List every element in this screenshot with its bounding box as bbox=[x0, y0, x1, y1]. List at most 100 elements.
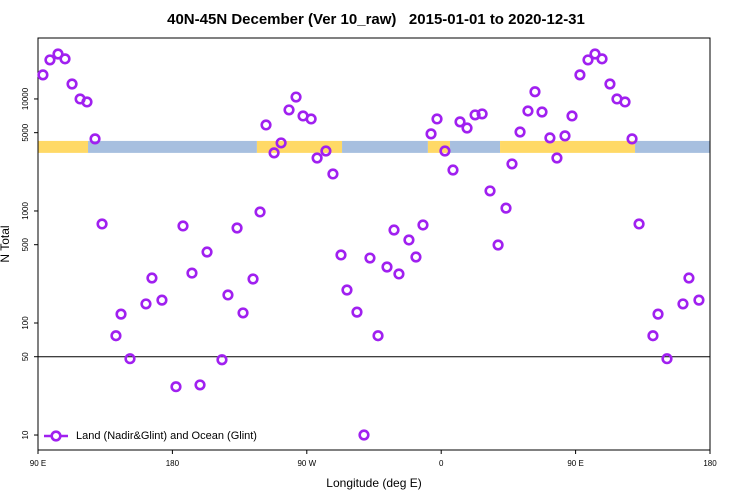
data-point bbox=[544, 132, 556, 144]
data-point bbox=[417, 219, 429, 231]
data-point bbox=[358, 429, 370, 441]
data-point bbox=[222, 289, 234, 301]
data-point bbox=[425, 128, 437, 140]
data-point bbox=[431, 113, 443, 125]
data-point bbox=[290, 91, 302, 103]
data-point bbox=[388, 224, 400, 236]
data-point bbox=[410, 251, 422, 263]
y-tick-label: 1000 bbox=[21, 202, 30, 220]
y-axis-label: N Total bbox=[0, 225, 12, 262]
data-point bbox=[506, 158, 518, 170]
x-tick-label: 180 bbox=[166, 459, 180, 468]
data-point bbox=[177, 220, 189, 232]
data-point bbox=[677, 298, 689, 310]
data-point bbox=[124, 353, 136, 365]
data-point bbox=[351, 306, 363, 318]
data-point bbox=[693, 294, 705, 306]
data-point bbox=[115, 308, 127, 320]
data-point bbox=[320, 145, 332, 157]
data-point bbox=[247, 273, 259, 285]
data-point bbox=[44, 54, 56, 66]
data-point bbox=[626, 133, 638, 145]
data-point bbox=[633, 218, 645, 230]
data-point bbox=[341, 284, 353, 296]
data-point bbox=[393, 268, 405, 280]
data-point bbox=[492, 239, 504, 251]
data-point bbox=[81, 96, 93, 108]
data-point bbox=[439, 145, 451, 157]
data-point bbox=[327, 168, 339, 180]
data-point bbox=[619, 96, 631, 108]
data-point bbox=[66, 78, 78, 90]
x-tick-label: 0 bbox=[439, 459, 444, 468]
data-point bbox=[522, 105, 534, 117]
data-point bbox=[146, 272, 158, 284]
data-point bbox=[237, 307, 249, 319]
data-point bbox=[37, 69, 49, 81]
data-point bbox=[201, 246, 213, 258]
surface-segment bbox=[38, 140, 89, 153]
data-point bbox=[484, 185, 496, 197]
data-point bbox=[536, 106, 548, 118]
data-point bbox=[89, 133, 101, 145]
y-tick-label: 500 bbox=[21, 237, 30, 251]
data-point bbox=[661, 353, 673, 365]
data-point bbox=[194, 379, 206, 391]
surface-segment bbox=[88, 140, 257, 153]
data-point bbox=[260, 119, 272, 131]
x-tick-label: 90 W bbox=[297, 459, 316, 468]
data-point bbox=[381, 261, 393, 273]
data-point bbox=[476, 108, 488, 120]
data-point bbox=[461, 122, 473, 134]
data-point bbox=[551, 152, 563, 164]
data-point bbox=[231, 222, 243, 234]
data-point bbox=[305, 113, 317, 125]
surface-segment bbox=[427, 140, 451, 153]
data-point bbox=[110, 330, 122, 342]
data-point bbox=[559, 130, 571, 142]
data-point bbox=[186, 267, 198, 279]
data-point bbox=[469, 109, 481, 121]
x-tick-label: 180 bbox=[703, 459, 717, 468]
data-point bbox=[268, 147, 280, 159]
data-point bbox=[275, 137, 287, 149]
y-tick-label: 5000 bbox=[21, 123, 30, 141]
y-tick-label: 10000 bbox=[21, 87, 30, 110]
surface-segment bbox=[450, 140, 501, 153]
data-point bbox=[454, 116, 466, 128]
data-point bbox=[574, 69, 586, 81]
surface-segment bbox=[256, 140, 343, 153]
data-point bbox=[364, 252, 376, 264]
data-point bbox=[566, 110, 578, 122]
data-point bbox=[59, 53, 71, 65]
data-point bbox=[170, 381, 182, 393]
surface-segment bbox=[500, 140, 636, 153]
data-point bbox=[216, 354, 228, 366]
data-point bbox=[96, 218, 108, 230]
data-point bbox=[604, 78, 616, 90]
data-point bbox=[156, 294, 168, 306]
x-tick-label: 90 E bbox=[30, 459, 46, 468]
data-point bbox=[403, 234, 415, 246]
legend-marker bbox=[50, 430, 62, 442]
x-tick-label: 90 E bbox=[567, 459, 583, 468]
surface-segment bbox=[342, 140, 428, 153]
data-point bbox=[529, 86, 541, 98]
data-point bbox=[254, 206, 266, 218]
data-point bbox=[283, 104, 295, 116]
y-tick-label: 50 bbox=[21, 352, 30, 361]
data-point bbox=[514, 126, 526, 138]
data-point bbox=[582, 54, 594, 66]
data-point bbox=[652, 308, 664, 320]
data-point bbox=[335, 249, 347, 261]
data-point bbox=[683, 272, 695, 284]
y-tick-label: 10 bbox=[21, 430, 30, 439]
data-point bbox=[372, 330, 384, 342]
data-point bbox=[500, 202, 512, 214]
data-point bbox=[647, 330, 659, 342]
data-point bbox=[596, 53, 608, 65]
x-axis-label: Longitude (deg E) bbox=[326, 476, 421, 490]
data-point bbox=[140, 298, 152, 310]
legend-label: Land (Nadir&Glint) and Ocean (Glint) bbox=[76, 430, 257, 442]
